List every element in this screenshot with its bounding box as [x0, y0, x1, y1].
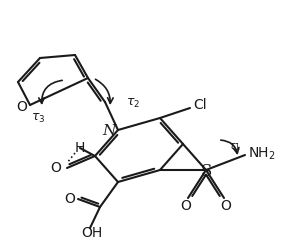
- Text: N: N: [103, 124, 116, 138]
- Text: $\tau_3$: $\tau_3$: [31, 111, 45, 124]
- Text: Cl: Cl: [193, 98, 207, 112]
- Text: $\tau_2$: $\tau_2$: [126, 97, 140, 110]
- Text: O: O: [65, 192, 75, 206]
- Text: O: O: [181, 199, 191, 213]
- Text: $\tau_1$: $\tau_1$: [228, 141, 241, 153]
- Text: S: S: [200, 162, 212, 180]
- Text: H: H: [75, 141, 85, 155]
- Text: O: O: [17, 100, 28, 114]
- Text: O: O: [51, 161, 62, 175]
- Text: OH: OH: [82, 226, 103, 240]
- Text: O: O: [221, 199, 231, 213]
- Text: NH$_2$: NH$_2$: [248, 146, 276, 162]
